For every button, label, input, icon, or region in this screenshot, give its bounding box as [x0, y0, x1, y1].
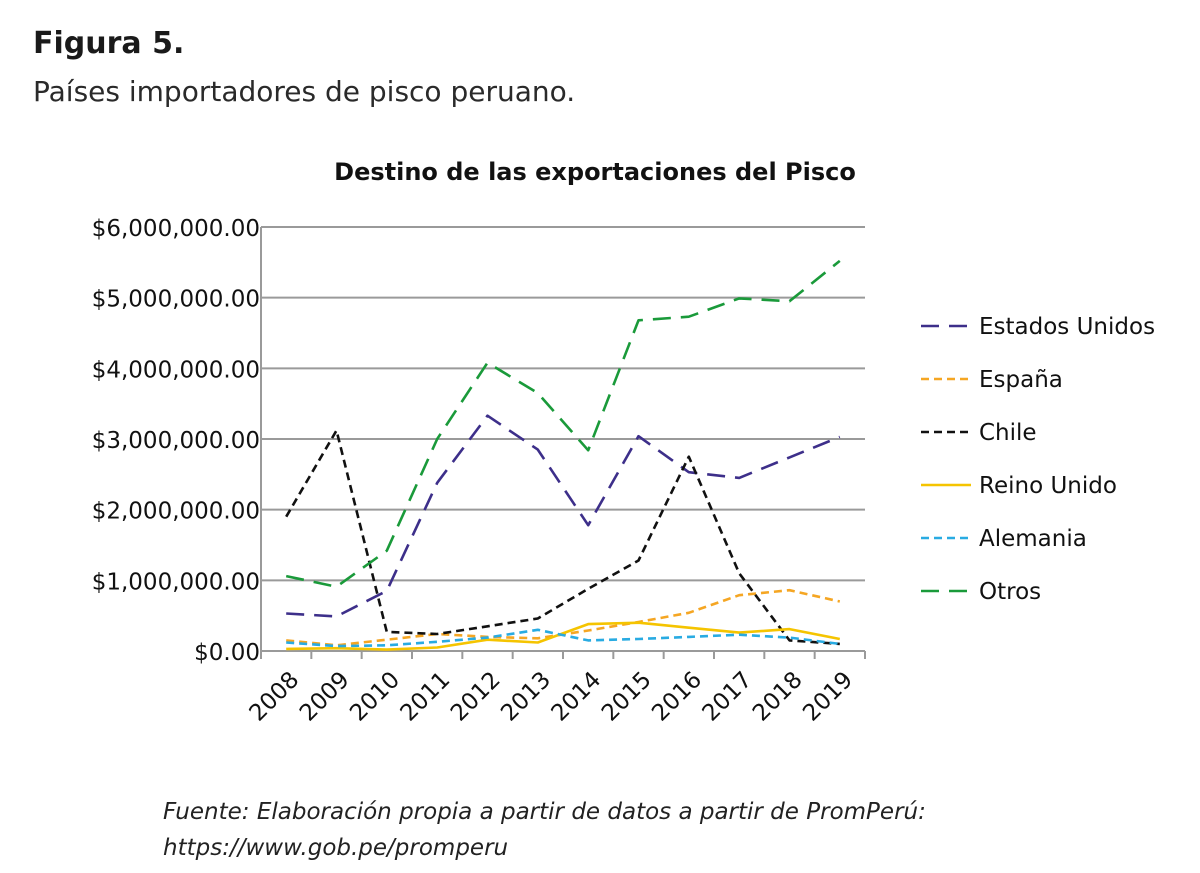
series-line-0 — [286, 414, 841, 618]
figure-label: Figura 5. — [33, 26, 185, 61]
y-tick-label: $5,000,000.00 — [92, 287, 260, 313]
x-tick-label: 2017 — [698, 667, 758, 727]
source-line-1: Fuente: Elaboración propia a partir de d… — [163, 799, 926, 825]
source-line-2: https://www.gob.pe/promperu — [163, 835, 509, 861]
figure-caption: Países importadores de pisco peruano. — [33, 75, 576, 108]
y-tick-label: $3,000,000.00 — [92, 428, 260, 454]
x-tick-label: 2018 — [748, 667, 808, 727]
y-tick-label: $2,000,000.00 — [92, 499, 260, 525]
series-line-5 — [285, 259, 841, 589]
y-tick-label: $1,000,000.00 — [92, 569, 260, 595]
legend-label: Alemania — [979, 526, 1087, 552]
x-tick-label: 2019 — [798, 667, 858, 727]
y-tick-label: $0.00 — [194, 640, 260, 666]
gridlines — [261, 226, 865, 652]
x-tick-label: 2008 — [245, 667, 305, 727]
series-line-2 — [285, 429, 840, 646]
y-tick-label: $4,000,000.00 — [92, 357, 260, 383]
chart-title: Destino de las exportaciones del Pisco — [334, 158, 856, 186]
series-lines — [285, 259, 841, 651]
legend-label: España — [979, 367, 1063, 393]
legend-label: Otros — [979, 579, 1041, 605]
legend-label: Chile — [979, 420, 1037, 446]
source-note: Fuente: Elaboración propia a partir de d… — [163, 794, 926, 866]
y-tick-label: $6,000,000.00 — [92, 216, 260, 242]
x-tick-label: 2013 — [496, 667, 556, 727]
x-tick-label: 2009 — [295, 667, 355, 727]
y-axis-ticks: $0.00 $1,000,000.00 $2,000,000.00 $3,000,00… — [92, 216, 260, 666]
x-tick-label: 2016 — [647, 667, 707, 727]
legend: Estados Unidos España Chile Reino Unido Alem… — [921, 314, 1155, 605]
x-axis-ticks: 2008200920102011201220132014201520162017… — [245, 651, 866, 727]
x-tick-label: 2015 — [597, 667, 657, 727]
x-tick-label: 2010 — [345, 667, 405, 727]
x-tick-label: 2014 — [547, 667, 607, 727]
series-line-3 — [286, 621, 841, 651]
x-tick-label: 2011 — [396, 667, 456, 727]
legend-label: Estados Unidos — [979, 314, 1155, 340]
x-tick-label: 2012 — [446, 667, 506, 727]
series-line-4 — [286, 628, 840, 648]
legend-label: Reino Unido — [979, 473, 1117, 499]
